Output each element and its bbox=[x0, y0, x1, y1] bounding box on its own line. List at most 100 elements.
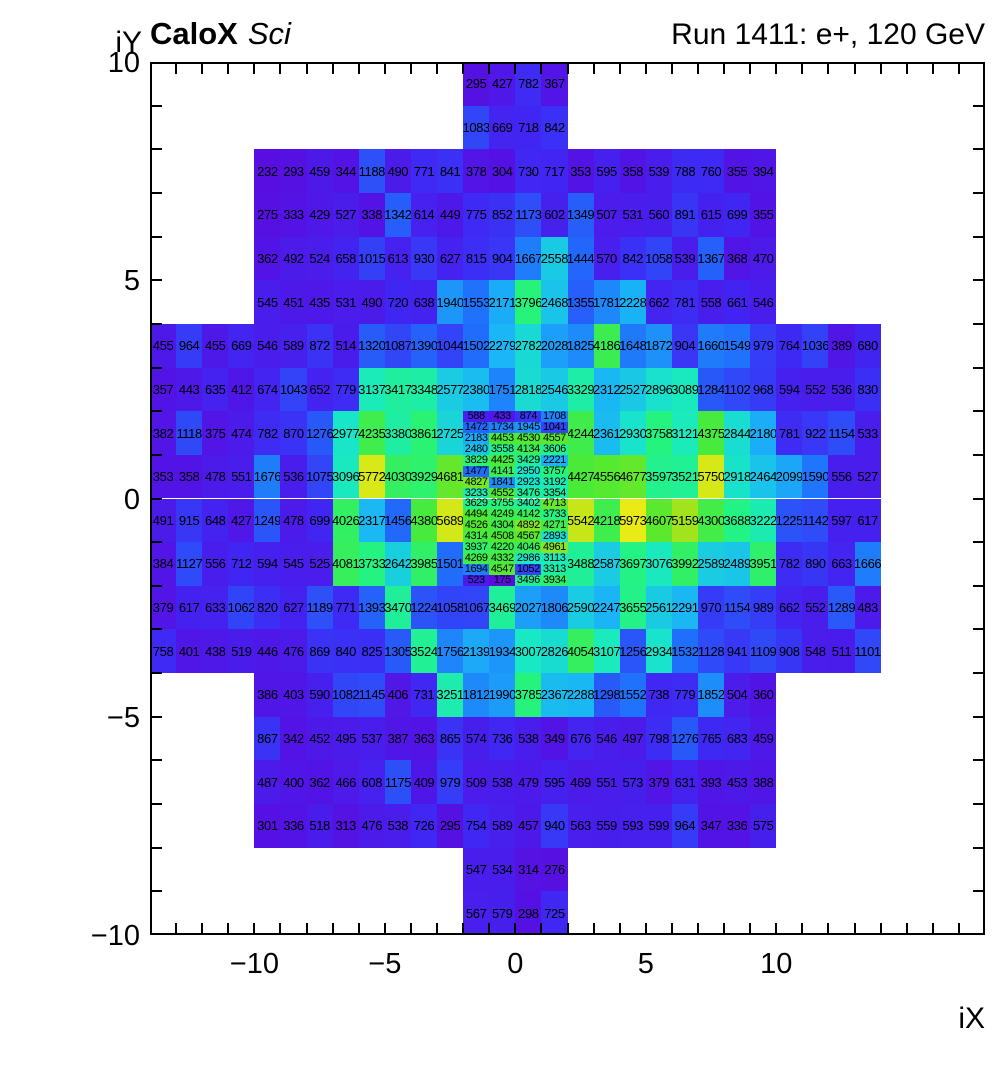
axis-tick bbox=[462, 62, 464, 74]
axis-tick bbox=[973, 585, 985, 587]
heatmap-cell: 676 bbox=[567, 716, 594, 761]
heatmap-cell: 4380 bbox=[410, 498, 438, 543]
heatmap-cell: 1142 bbox=[802, 498, 829, 543]
heatmap-cell: 558 bbox=[697, 280, 725, 324]
axis-tick bbox=[671, 62, 673, 74]
heatmap-cell: 4375 bbox=[697, 411, 725, 455]
axis-tick bbox=[973, 236, 985, 238]
heatmap-cell: 720 bbox=[384, 280, 411, 324]
heatmap-cell: 3222 bbox=[750, 498, 777, 543]
axis-tick bbox=[150, 890, 162, 892]
axis-tick bbox=[150, 148, 162, 150]
heatmap-cell: 738 bbox=[645, 673, 672, 717]
heatmap-fine-cell: 4269 bbox=[463, 552, 490, 565]
heatmap-cell: 2028 bbox=[541, 323, 569, 368]
heatmap-fine-cell: 4249 bbox=[489, 508, 516, 521]
axis-tick bbox=[932, 62, 934, 74]
heatmap-cell: 347 bbox=[697, 804, 725, 848]
heatmap-cell: 3251 bbox=[436, 673, 464, 717]
heatmap-cell: 648 bbox=[202, 498, 229, 543]
heatmap-cell: 2546 bbox=[541, 367, 569, 412]
heatmap-cell: 3733 bbox=[358, 542, 386, 586]
heatmap-fine-cell: 4713 bbox=[541, 497, 568, 510]
heatmap-cell: 1298 bbox=[593, 673, 621, 717]
heatmap-cell: 1806 bbox=[541, 585, 569, 630]
heatmap-cell: 595 bbox=[593, 149, 620, 193]
heatmap-cell: 2558 bbox=[541, 236, 569, 281]
heatmap-cell: 2527 bbox=[619, 367, 647, 412]
heatmap-fine-cell: 2893 bbox=[541, 530, 568, 543]
heatmap-fine-cell: 3629 bbox=[463, 497, 490, 510]
heatmap-cell: 412 bbox=[228, 367, 255, 412]
heatmap-cell: 1188 bbox=[359, 149, 385, 193]
heatmap-cell: 470 bbox=[750, 236, 777, 281]
axis-tick bbox=[973, 716, 985, 718]
heatmap-cell: 1173 bbox=[515, 192, 542, 237]
heatmap-fine-cell: 4494 bbox=[463, 508, 490, 521]
heatmap-cell: 2577 bbox=[436, 367, 464, 412]
heatmap-cell: 3470 bbox=[384, 585, 412, 630]
heatmap-cell: 979 bbox=[437, 760, 464, 805]
heatmap-cell: 379 bbox=[645, 760, 672, 805]
axis-tick bbox=[593, 62, 595, 74]
heatmap-cell: 3121 bbox=[671, 411, 699, 455]
heatmap-cell: 378 bbox=[463, 149, 490, 193]
heatmap-cell: 406 bbox=[384, 673, 411, 717]
heatmap-cell: 1087 bbox=[384, 323, 412, 368]
heatmap-fine-cell: 3113 bbox=[541, 553, 568, 564]
heatmap-cell: 2818 bbox=[515, 367, 542, 412]
heatmap-cell: 579 bbox=[489, 891, 516, 935]
heatmap-cell: 4081 bbox=[332, 542, 360, 586]
heatmap-cell: 4300 bbox=[697, 498, 725, 543]
axis-tick bbox=[150, 716, 162, 718]
heatmap-cell: 1102 bbox=[724, 367, 751, 412]
heatmap-cell: 718 bbox=[515, 105, 542, 150]
heatmap-cell: 2725 bbox=[436, 411, 464, 455]
heatmap-cell: 1256 bbox=[619, 629, 647, 674]
y-tick-label: −5 bbox=[106, 701, 140, 734]
heatmap-cell: 295 bbox=[463, 62, 490, 106]
heatmap-cell: 511 bbox=[828, 629, 855, 674]
heatmap-cell: 556 bbox=[202, 542, 229, 586]
y-tick-label: 5 bbox=[123, 265, 140, 298]
heatmap-cell: 545 bbox=[280, 542, 307, 586]
heatmap-cell: 539 bbox=[671, 236, 698, 281]
axis-tick bbox=[150, 367, 162, 369]
heatmap-fine-cell: 4508 bbox=[489, 530, 516, 543]
heatmap-cell: 758 bbox=[150, 629, 177, 674]
axis-tick bbox=[332, 923, 334, 935]
heatmap-cell: 4030 bbox=[384, 454, 412, 499]
heatmap-cell: 594 bbox=[254, 542, 281, 586]
heatmap-cell: 1940 bbox=[436, 280, 464, 324]
heatmap-cell: 1934 bbox=[489, 629, 516, 674]
axis-tick bbox=[227, 923, 229, 935]
axis-tick bbox=[567, 923, 569, 935]
heatmap-cell: 2288 bbox=[567, 673, 595, 717]
heatmap-cell: 730 bbox=[515, 149, 542, 193]
heatmap-cell: 4607 bbox=[645, 498, 673, 543]
heatmap-cell: 533 bbox=[854, 411, 881, 455]
axis-tick bbox=[150, 279, 162, 281]
heatmap-cell: 567 bbox=[463, 891, 490, 935]
axis-tick bbox=[958, 62, 960, 74]
heatmap-cell: 2896 bbox=[645, 367, 673, 412]
heatmap-cell: 275 bbox=[254, 192, 281, 237]
heatmap-cell: 474 bbox=[228, 411, 255, 455]
heatmap-cell: 2180 bbox=[750, 411, 777, 455]
axis-tick bbox=[973, 890, 985, 892]
heatmap-cell: 2977 bbox=[332, 411, 360, 455]
axis-tick bbox=[253, 923, 255, 935]
heatmap-cell: 338 bbox=[358, 192, 385, 237]
heatmap-cell: 1043 bbox=[280, 367, 308, 412]
axis-tick bbox=[201, 62, 203, 74]
heatmap-cell: 1667 bbox=[515, 236, 542, 281]
heatmap-cell: 964 bbox=[671, 804, 698, 848]
heatmap-cell: 314 bbox=[515, 847, 542, 892]
heatmap-cell: 344 bbox=[332, 149, 359, 193]
heatmap-fine-cell: 1472 bbox=[463, 421, 490, 434]
heatmap-cell: 788 bbox=[671, 149, 698, 193]
heatmap-fine-cell: 4304 bbox=[489, 519, 516, 532]
heatmap-cell: 699 bbox=[306, 498, 333, 543]
heatmap-cell: 638 bbox=[410, 280, 438, 324]
heatmap-cell: 771 bbox=[410, 149, 438, 193]
